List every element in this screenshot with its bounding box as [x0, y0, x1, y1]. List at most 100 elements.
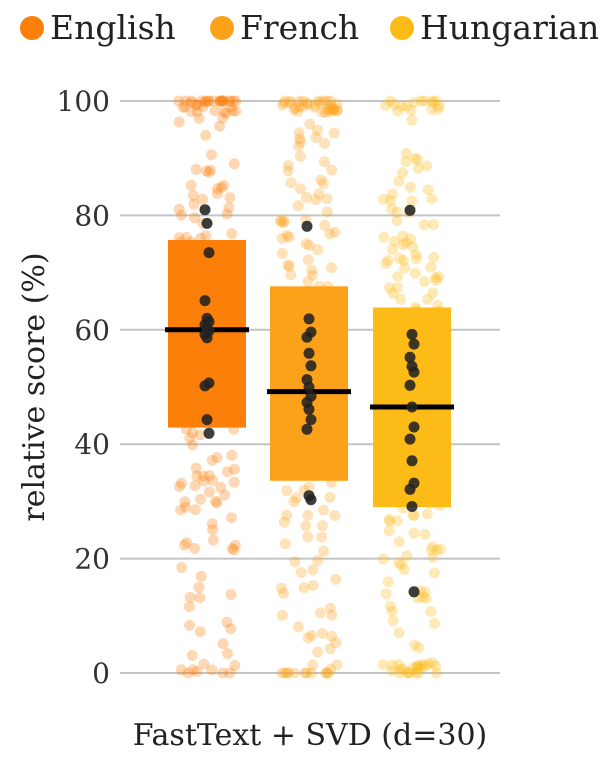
- jitter-point: [218, 106, 230, 118]
- jitter-point: [392, 105, 404, 117]
- jitter-point: [398, 564, 410, 575]
- jitter-point: [175, 504, 187, 516]
- jitter-point: [400, 237, 412, 249]
- jitter-point: [416, 658, 428, 670]
- jitter-point: [325, 95, 337, 107]
- jitter-point: [206, 454, 218, 466]
- jitter-point: [426, 544, 437, 556]
- jitter-point: [321, 193, 333, 205]
- jitter-point: [331, 98, 343, 110]
- jitter-point: [276, 233, 288, 245]
- jitter-point: [408, 527, 420, 539]
- data-point-french: [305, 494, 317, 506]
- jitter-point: [409, 152, 421, 164]
- jitter-point: [298, 582, 310, 594]
- jitter-point: [411, 154, 423, 166]
- jitter-point: [300, 667, 312, 679]
- jitter-point: [398, 255, 409, 266]
- jitter-point: [195, 493, 207, 505]
- jitter-point: [429, 567, 440, 579]
- jitter-point: [223, 202, 235, 214]
- jitter-point: [303, 481, 315, 493]
- jitter-point: [224, 95, 236, 107]
- jitter-point: [295, 183, 307, 195]
- jitter-point: [228, 95, 240, 107]
- jitter-point: [309, 99, 321, 111]
- data-point-english: [203, 247, 215, 259]
- jitter-point: [230, 95, 242, 107]
- jitter-point: [428, 251, 440, 263]
- jitter-point: [217, 667, 229, 679]
- jitter-point: [294, 150, 306, 162]
- jitter-point: [305, 667, 317, 679]
- jitter-point: [391, 282, 403, 294]
- jitter-point: [300, 191, 312, 203]
- jitter-point: [302, 632, 314, 644]
- data-point-english: [201, 217, 213, 229]
- jitter-point: [331, 104, 343, 116]
- jitter-point: [211, 188, 223, 199]
- jitter-point: [411, 663, 423, 674]
- jitter-point: [202, 95, 214, 107]
- jitter-point: [276, 248, 288, 259]
- jitter-point: [216, 95, 228, 107]
- jitter-point: [295, 136, 307, 148]
- jitter-point: [402, 667, 414, 679]
- jitter-point: [221, 616, 233, 628]
- jitter-point: [225, 589, 237, 600]
- jitter-point: [391, 206, 403, 218]
- jitter-point: [204, 470, 215, 482]
- jitter-point: [393, 536, 405, 548]
- data-point-hungarian: [406, 401, 418, 413]
- jitter-point: [222, 466, 233, 478]
- jitter-point: [435, 543, 447, 555]
- jitter-point: [322, 667, 334, 679]
- jitter-point: [386, 665, 398, 677]
- jitter-point: [181, 537, 193, 549]
- jitter-point: [318, 95, 330, 107]
- jitter-point: [292, 106, 304, 117]
- jitter-point: [282, 667, 294, 679]
- jitter-point: [182, 667, 194, 679]
- jitter-point: [318, 504, 329, 516]
- jitter-point: [384, 95, 396, 107]
- jitter-point: [183, 601, 195, 613]
- jitter-point: [302, 254, 314, 266]
- jitter-point: [329, 226, 341, 238]
- jitter-point: [289, 102, 301, 114]
- jitter-point: [386, 605, 398, 617]
- jitter-point: [217, 638, 229, 650]
- jitter-point: [198, 475, 210, 487]
- jitter-point: [399, 262, 411, 274]
- data-point-hungarian: [404, 204, 416, 216]
- jitter-point: [187, 190, 199, 201]
- jitter-point: [312, 95, 324, 107]
- jitter-point: [420, 593, 432, 604]
- data-point-english: [199, 380, 211, 392]
- jitter-point: [427, 287, 439, 299]
- legend-swatch-french: [210, 16, 234, 40]
- jitter-point: [307, 564, 319, 576]
- data-point-hungarian: [406, 328, 418, 340]
- jitter-point: [393, 175, 405, 187]
- jitter-point: [281, 230, 293, 241]
- jitter-point: [185, 106, 197, 117]
- jitter-point: [184, 591, 196, 603]
- jitter-point: [289, 667, 301, 679]
- jitter-point: [210, 496, 222, 507]
- jitter-point: [409, 639, 421, 651]
- jitter-point: [388, 98, 400, 110]
- jitter-point: [282, 160, 294, 171]
- jitter-point: [276, 99, 288, 111]
- jitter-point: [307, 659, 319, 671]
- jitter-point: [207, 475, 218, 487]
- jitter-point: [384, 515, 396, 527]
- data-point-french: [301, 331, 313, 343]
- jitter-point: [419, 586, 431, 598]
- jitter-point: [228, 158, 240, 170]
- jitter-point: [207, 534, 219, 546]
- jitter-point: [229, 539, 241, 551]
- jitter-point: [313, 188, 325, 200]
- jitter-point: [206, 149, 217, 161]
- jitter-point: [331, 105, 343, 117]
